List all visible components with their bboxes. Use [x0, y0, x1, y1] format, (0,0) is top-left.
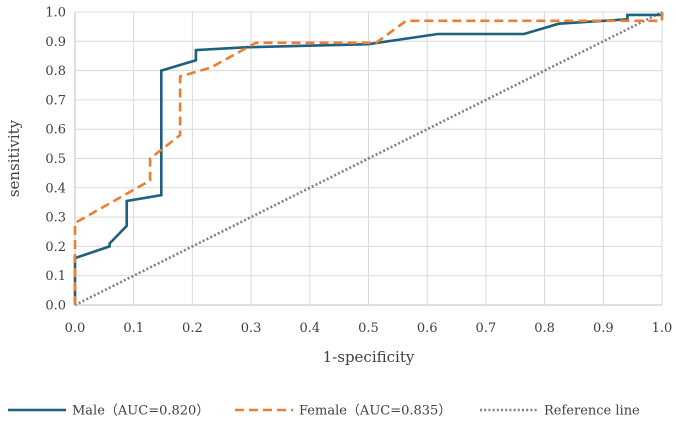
x-tick-label: 0.6 [417, 321, 438, 336]
y-axis-title: sensitivity [5, 119, 23, 197]
y-tick-label: 0.9 [45, 35, 66, 50]
x-tick-label: 0.2 [182, 321, 203, 336]
series-lines [73, 10, 664, 307]
series-line-0 [73, 12, 664, 305]
y-tick-label: 0.1 [45, 269, 66, 284]
x-tick-label: 0.0 [65, 321, 86, 336]
legend-label: Male（AUC=0.820） [72, 404, 209, 419]
legend-label: Reference line [544, 404, 640, 419]
y-tick-label: 0.3 [45, 211, 66, 226]
y-tick-label: 0.7 [45, 93, 66, 108]
x-axis-title: 1-specificity [323, 348, 415, 366]
x-tick-label: 0.7 [476, 321, 497, 336]
x-tick-label: 0.5 [358, 321, 379, 336]
y-tick-label: 0.8 [45, 64, 66, 79]
y-tick-label: 1.0 [45, 6, 66, 21]
legend: Male（AUC=0.820） Female（AUC=0.835） Referenc… [8, 404, 640, 419]
x-tick-label: 1.0 [652, 321, 673, 336]
axes: 0.0 0.1 0.2 0.3 0.4 0.5 0.6 0.7 0.8 0.9 1.0 0.0 0.1 0… [45, 6, 672, 337]
x-tick-label: 0.4 [299, 321, 320, 336]
y-tick-label: 0.4 [45, 181, 66, 196]
x-tick-label: 0.9 [593, 321, 614, 336]
legend-label: Female（AUC=0.835） [299, 404, 451, 419]
series-line-1 [73, 12, 664, 305]
x-tick-label: 0.3 [241, 321, 262, 336]
x-tick-label: 0.1 [123, 321, 144, 336]
y-tick-label: 0.0 [45, 299, 66, 314]
y-tick-label: 0.2 [45, 240, 66, 255]
y-tick-label: 0.6 [45, 123, 66, 138]
series-line-2 [74, 10, 663, 307]
y-tick-label: 0.5 [45, 152, 66, 167]
x-tick-label: 0.8 [534, 321, 555, 336]
